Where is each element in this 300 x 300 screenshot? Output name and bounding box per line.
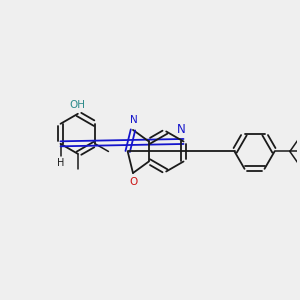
Text: N: N xyxy=(177,124,186,136)
Text: N: N xyxy=(130,115,138,125)
Text: H: H xyxy=(57,158,64,168)
Text: OH: OH xyxy=(70,100,86,110)
Text: O: O xyxy=(129,177,138,187)
